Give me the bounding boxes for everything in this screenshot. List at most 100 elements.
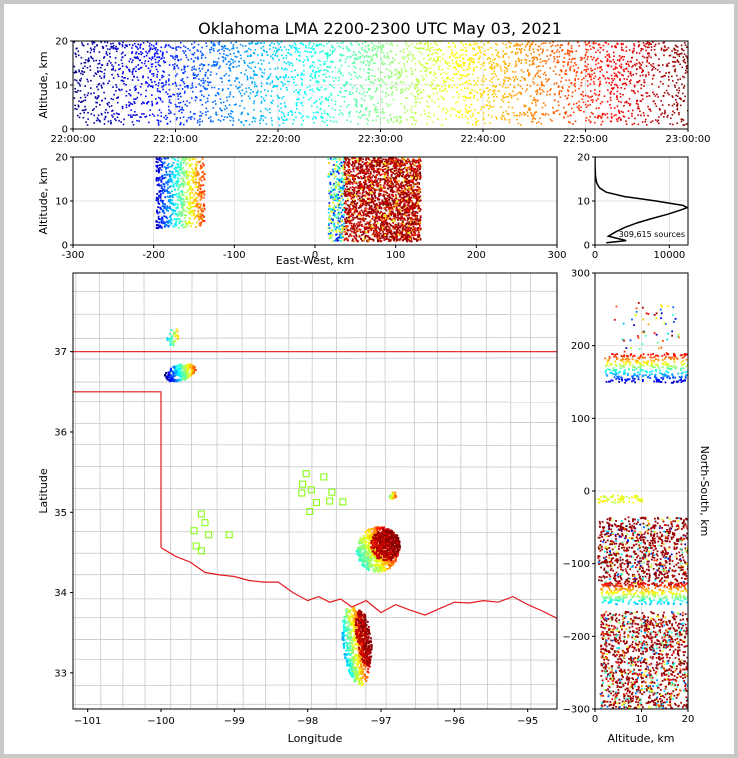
source-point (520, 48, 523, 50)
source-point (196, 205, 198, 208)
source-point (375, 89, 378, 92)
source-point (171, 55, 174, 58)
source-point (243, 61, 246, 64)
source-point (520, 113, 523, 116)
source-point (106, 41, 109, 44)
source-point (278, 109, 281, 112)
source-point (417, 207, 420, 210)
source-point (389, 103, 392, 106)
source-point (410, 92, 413, 95)
source-point (260, 59, 262, 62)
source-point (167, 191, 169, 194)
source-point (643, 81, 646, 84)
source-point (194, 77, 197, 79)
source-point (202, 170, 205, 173)
source-point (317, 111, 319, 114)
source-point (648, 95, 651, 97)
source-point (517, 122, 520, 125)
source-point (93, 108, 95, 110)
source-point (625, 50, 628, 52)
source-point (400, 116, 402, 118)
source-point (235, 41, 237, 44)
source-point (615, 83, 617, 86)
source-point (207, 69, 210, 71)
source-point (164, 205, 166, 208)
source-point (672, 56, 675, 59)
source-point (612, 58, 615, 61)
source-point (411, 70, 413, 72)
source-point (278, 43, 280, 46)
source-point (618, 112, 621, 114)
source-point (638, 79, 641, 82)
source-point (193, 52, 196, 54)
source-point (164, 61, 167, 63)
source-point (134, 42, 136, 45)
source-point (600, 46, 602, 49)
source-point (171, 196, 174, 199)
source-point (214, 103, 217, 105)
source-point (73, 41, 76, 43)
source-point (388, 227, 391, 230)
source-point (475, 82, 477, 84)
source-point (326, 56, 329, 59)
source-point (170, 195, 173, 198)
source-point (116, 101, 119, 104)
source-point (269, 82, 271, 85)
source-point (95, 105, 98, 108)
source-point (495, 42, 497, 45)
source-point (184, 103, 187, 106)
source-point (402, 227, 405, 230)
source-point (297, 97, 300, 100)
source-point (375, 111, 377, 114)
source-point (179, 220, 182, 223)
source-point (465, 54, 467, 56)
source-point (170, 185, 172, 188)
source-point (471, 123, 474, 126)
source-point (349, 178, 351, 181)
source-point (433, 64, 435, 66)
source-point (400, 89, 402, 91)
source-point (398, 70, 400, 73)
source-point (492, 62, 495, 64)
source-point (601, 112, 604, 115)
source-point (200, 99, 202, 102)
source-point (165, 44, 167, 46)
source-point (270, 101, 272, 104)
source-point (167, 206, 169, 209)
source-point (456, 56, 459, 59)
source-point (640, 64, 643, 66)
source-point (169, 110, 172, 113)
source-point (118, 43, 121, 46)
source-point (348, 48, 350, 50)
source-point (228, 60, 231, 63)
source-point (364, 41, 367, 44)
source-point (88, 59, 91, 62)
source-point (200, 179, 203, 182)
source-point (311, 45, 314, 48)
source-point (288, 80, 291, 83)
source-point (609, 99, 612, 102)
source-point (307, 59, 309, 62)
source-point (270, 90, 273, 92)
source-point (513, 80, 515, 82)
source-point (166, 51, 168, 53)
source-point (471, 57, 473, 60)
source-point (187, 85, 190, 87)
source-point (643, 85, 645, 87)
source-point (331, 70, 334, 73)
source-point (181, 111, 183, 114)
source-point (151, 81, 153, 83)
source-point (168, 99, 171, 101)
source-point (390, 214, 392, 217)
source-point (262, 49, 265, 51)
source-point (584, 53, 587, 56)
source-point (404, 204, 407, 207)
source-point (533, 117, 535, 119)
source-point (454, 57, 457, 59)
source-point (319, 60, 321, 63)
source-point (404, 230, 407, 233)
source-point (431, 82, 434, 85)
source-point (381, 166, 384, 168)
source-point (639, 110, 641, 113)
